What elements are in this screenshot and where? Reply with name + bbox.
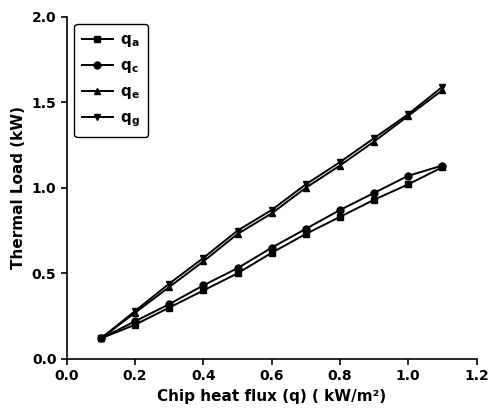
q$_\mathbf{a}$	[371, 197, 377, 202]
q$_\mathbf{e}$	[268, 211, 274, 216]
q$_\mathbf{g}$	[132, 308, 138, 313]
q$_\mathbf{a}$	[98, 336, 104, 341]
q$_\mathbf{g}$	[166, 281, 172, 286]
q$_\mathbf{a}$	[405, 182, 411, 187]
q$_\mathbf{a}$	[440, 165, 446, 170]
q$_\mathbf{c}$	[132, 319, 138, 324]
q$_\mathbf{g}$	[98, 336, 104, 341]
q$_\mathbf{c}$	[234, 266, 240, 271]
Y-axis label: Thermal Load (kW): Thermal Load (kW)	[11, 106, 26, 269]
q$_\mathbf{g}$	[405, 112, 411, 117]
q$_\mathbf{g}$	[371, 136, 377, 141]
X-axis label: Chip heat flux (q) ( kW/m²): Chip heat flux (q) ( kW/m²)	[157, 389, 386, 404]
q$_\mathbf{c}$	[371, 190, 377, 195]
q$_\mathbf{e}$	[98, 336, 104, 341]
q$_\mathbf{a}$	[268, 250, 274, 255]
q$_\mathbf{e}$	[371, 139, 377, 144]
q$_\mathbf{c}$	[166, 302, 172, 307]
q$_\mathbf{e}$	[440, 88, 446, 93]
q$_\mathbf{g}$	[268, 208, 274, 212]
q$_\mathbf{g}$	[200, 256, 206, 261]
q$_\mathbf{e}$	[200, 259, 206, 264]
Line: q$_\mathbf{c}$: q$_\mathbf{c}$	[98, 162, 446, 342]
Line: q$_\mathbf{g}$: q$_\mathbf{g}$	[98, 83, 446, 342]
q$_\mathbf{a}$	[303, 232, 309, 237]
Legend: q$_\mathbf{a}$, q$_\mathbf{c}$, q$_\mathbf{e}$, q$_\mathbf{g}$: q$_\mathbf{a}$, q$_\mathbf{c}$, q$_\math…	[74, 24, 148, 137]
q$_\mathbf{e}$	[303, 185, 309, 190]
q$_\mathbf{a}$	[234, 271, 240, 276]
q$_\mathbf{g}$	[303, 182, 309, 187]
q$_\mathbf{a}$	[166, 305, 172, 310]
q$_\mathbf{g}$	[440, 84, 446, 89]
q$_\mathbf{a}$	[200, 288, 206, 293]
q$_\mathbf{c}$	[337, 208, 343, 212]
q$_\mathbf{e}$	[234, 232, 240, 237]
q$_\mathbf{e}$	[166, 285, 172, 290]
q$_\mathbf{c}$	[440, 163, 446, 168]
q$_\mathbf{g}$	[337, 160, 343, 165]
q$_\mathbf{g}$	[234, 228, 240, 233]
q$_\mathbf{e}$	[132, 310, 138, 315]
q$_\mathbf{a}$	[337, 215, 343, 220]
Line: q$_\mathbf{a}$: q$_\mathbf{a}$	[98, 164, 446, 342]
q$_\mathbf{e}$	[405, 113, 411, 118]
q$_\mathbf{c}$	[268, 245, 274, 250]
q$_\mathbf{c}$	[98, 336, 104, 341]
q$_\mathbf{c}$	[303, 226, 309, 231]
q$_\mathbf{c}$	[405, 173, 411, 178]
q$_\mathbf{c}$	[200, 283, 206, 288]
q$_\mathbf{a}$	[132, 322, 138, 327]
Line: q$_\mathbf{e}$: q$_\mathbf{e}$	[98, 87, 446, 342]
q$_\mathbf{e}$	[337, 163, 343, 168]
